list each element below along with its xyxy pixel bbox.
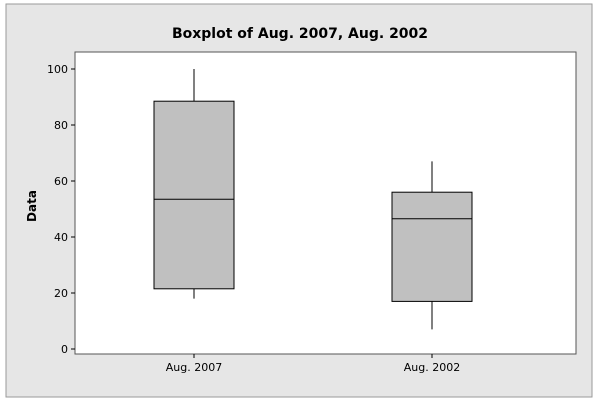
iqr-box [391,191,473,302]
x-tick-label: Aug. 2002 [404,361,460,374]
y-tick-label: 100 [47,63,68,76]
x-tick-label: Aug. 2007 [166,361,222,374]
plot-area [74,51,577,355]
x-axis: Aug. 2007 Aug. 2002 [166,354,460,374]
y-axis: 0 20 40 60 80 100 [47,63,75,356]
y-tick-label: 40 [54,231,68,244]
y-tick-label: 0 [61,343,68,356]
y-tick-label: 60 [54,175,68,188]
chart-title: Boxplot of Aug. 2007, Aug. 2002 [172,26,428,42]
box-group [153,69,235,299]
y-axis-label: Data [25,190,39,222]
box-group [391,161,473,330]
iqr-box [153,100,235,290]
boxes [153,69,473,330]
y-tick-label: 80 [54,119,68,132]
y-tick-label: 20 [54,287,68,300]
